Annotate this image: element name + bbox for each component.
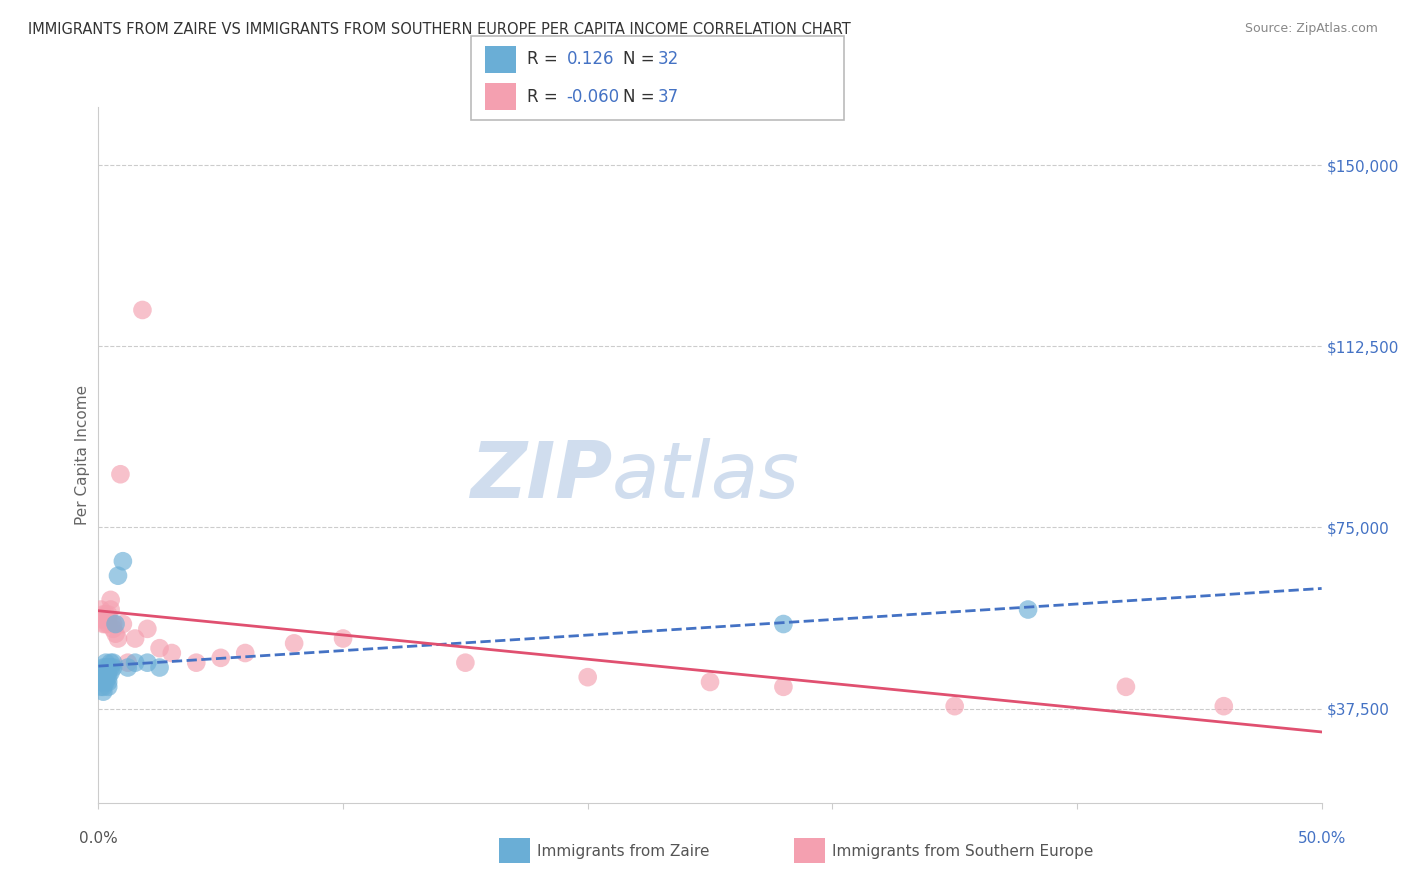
Y-axis label: Per Capita Income: Per Capita Income: [75, 384, 90, 525]
Point: [149, 641, 172, 656]
Point: [136, 656, 159, 670]
Point: [454, 656, 477, 670]
Point: [97, 660, 120, 674]
Point: [117, 660, 139, 674]
Point: [101, 656, 124, 670]
Text: 32: 32: [658, 51, 679, 69]
Text: N =: N =: [623, 87, 659, 105]
Text: Immigrants from Zaire: Immigrants from Zaire: [537, 845, 710, 859]
Point: [97, 665, 120, 680]
Point: [97, 617, 120, 632]
Point: [91, 660, 114, 674]
Point: [124, 656, 146, 670]
Point: [101, 622, 124, 636]
Point: [943, 699, 966, 714]
Point: [91, 680, 114, 694]
Point: [101, 660, 124, 674]
Text: IMMIGRANTS FROM ZAIRE VS IMMIGRANTS FROM SOUTHERN EUROPE PER CAPITA INCOME CORRE: IMMIGRANTS FROM ZAIRE VS IMMIGRANTS FROM…: [28, 22, 851, 37]
Point: [1212, 699, 1234, 714]
Point: [107, 632, 129, 646]
Point: [90, 612, 112, 626]
Text: R =: R =: [527, 51, 564, 69]
Text: -0.060: -0.060: [567, 87, 620, 105]
Point: [90, 670, 112, 684]
Point: [117, 656, 139, 670]
Text: ZIP: ZIP: [470, 438, 612, 514]
Point: [94, 660, 117, 674]
Point: [94, 607, 117, 622]
Point: [110, 467, 132, 482]
Text: 37: 37: [658, 87, 679, 105]
Point: [332, 632, 354, 646]
Point: [160, 646, 183, 660]
Text: 0.126: 0.126: [567, 51, 614, 69]
Point: [104, 626, 127, 640]
Point: [772, 680, 794, 694]
Point: [111, 554, 134, 568]
Point: [772, 617, 794, 632]
Text: 0.0%: 0.0%: [79, 830, 118, 846]
Point: [97, 680, 120, 694]
Point: [97, 607, 120, 622]
Point: [90, 602, 112, 616]
Text: R =: R =: [527, 87, 564, 105]
Point: [94, 665, 117, 680]
Point: [100, 665, 122, 680]
Point: [91, 670, 114, 684]
Text: Immigrants from Southern Europe: Immigrants from Southern Europe: [832, 845, 1094, 859]
Point: [94, 656, 117, 670]
Point: [104, 617, 127, 632]
Point: [576, 670, 599, 684]
Text: N =: N =: [623, 51, 659, 69]
Text: 50.0%: 50.0%: [1298, 830, 1346, 846]
Point: [1115, 680, 1137, 694]
Point: [91, 684, 114, 698]
Point: [100, 656, 122, 670]
Point: [97, 612, 120, 626]
Point: [90, 675, 112, 690]
Point: [131, 303, 153, 318]
Point: [100, 660, 122, 674]
Point: [1017, 602, 1039, 616]
Point: [94, 617, 117, 632]
Point: [91, 607, 114, 622]
Point: [94, 612, 117, 626]
Point: [124, 632, 146, 646]
Text: Source: ZipAtlas.com: Source: ZipAtlas.com: [1244, 22, 1378, 36]
Point: [699, 675, 721, 690]
Point: [283, 636, 305, 650]
Point: [100, 592, 122, 607]
Point: [149, 660, 172, 674]
Text: atlas: atlas: [612, 438, 800, 514]
Point: [94, 675, 117, 690]
Point: [136, 622, 159, 636]
Point: [91, 675, 114, 690]
Point: [100, 602, 122, 616]
Point: [97, 670, 120, 684]
Point: [209, 651, 232, 665]
Point: [97, 675, 120, 690]
Point: [101, 617, 124, 632]
Point: [91, 612, 114, 626]
Point: [94, 670, 117, 684]
Point: [107, 568, 129, 582]
Point: [90, 680, 112, 694]
Point: [233, 646, 256, 660]
Point: [91, 617, 114, 632]
Point: [186, 656, 208, 670]
Point: [111, 617, 134, 632]
